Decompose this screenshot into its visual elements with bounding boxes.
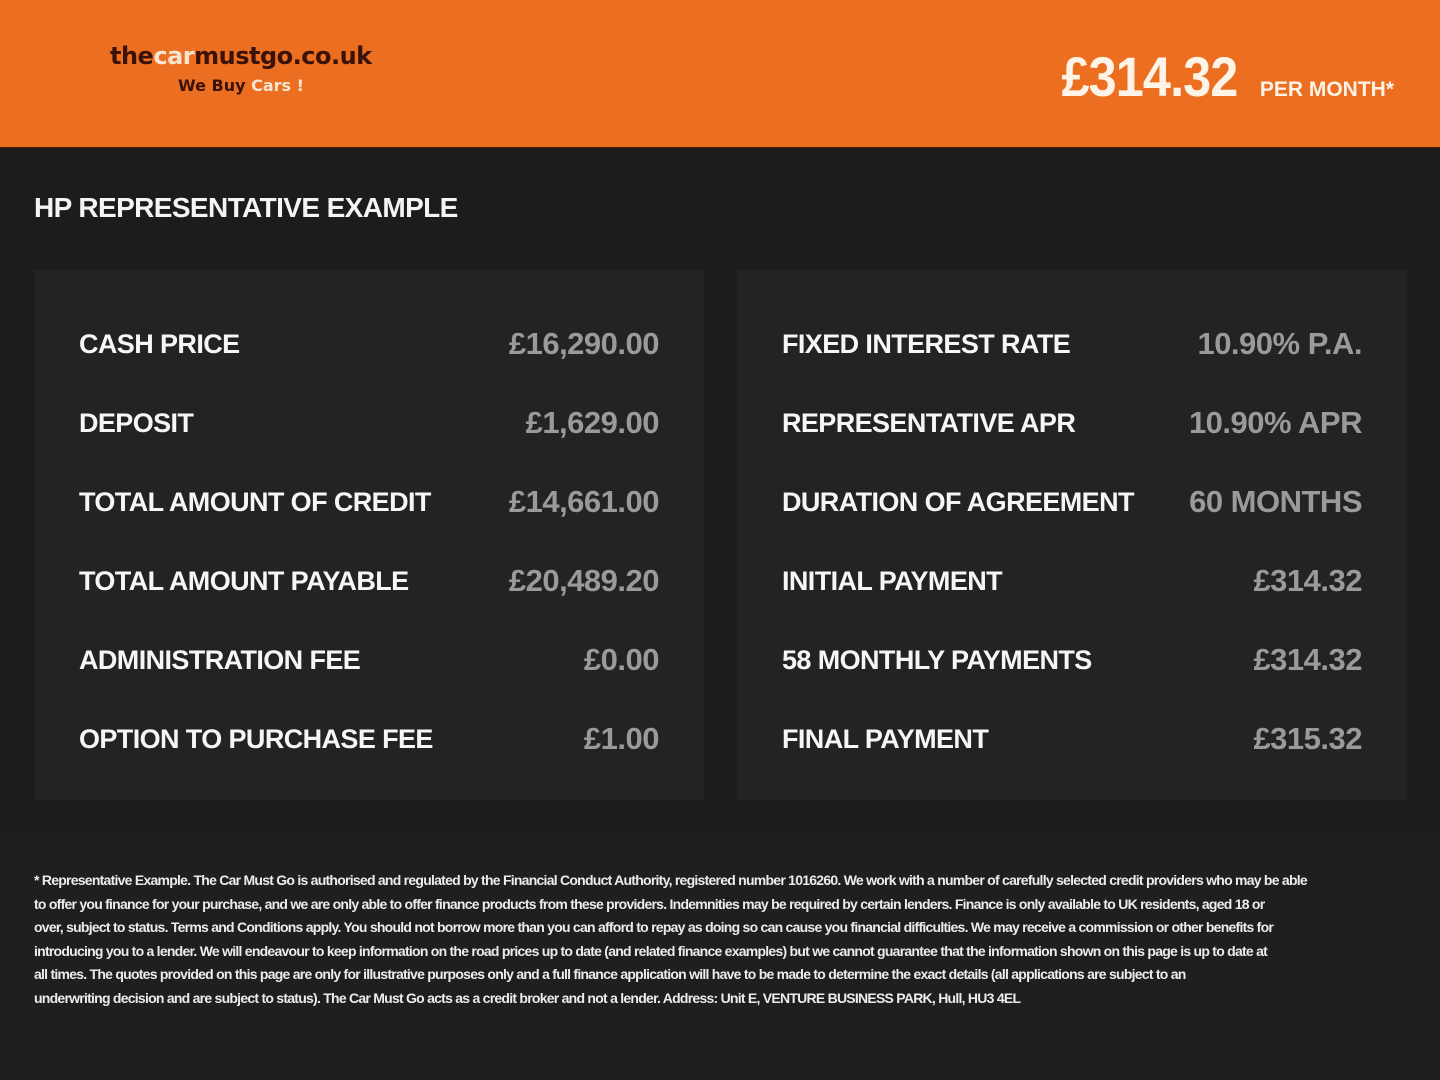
logo-part: car (153, 42, 195, 70)
finance-value: 10.90% P.A. (1197, 326, 1362, 361)
finance-value: £16,290.00 (508, 326, 660, 361)
logo-part: the (110, 42, 154, 70)
finance-panel-right: FIXED INTEREST RATE 10.90% P.A. REPRESENTA… (737, 270, 1407, 800)
page-title: HP REPRESENTATIVE EXAMPLE (34, 192, 458, 223)
disclaimer-line: introducing you to a lender. We will end… (34, 942, 1268, 959)
finance-value: 10.90% APR (1188, 405, 1363, 440)
finance-label: TOTAL AMOUNT PAYABLE (79, 565, 409, 596)
disclaimer-line: * Representative Example. The Car Must G… (34, 872, 1308, 888)
finance-label: 58 MONTHLY PAYMENTS (782, 644, 1092, 675)
finance-value: £0.00 (583, 642, 660, 677)
logo-part: Cars ! (251, 76, 304, 95)
finance-value: £20,489.20 (508, 563, 660, 598)
finance-row: TOTAL AMOUNT OF CREDIT £14,661.00 (79, 482, 660, 522)
logo-part: We Buy (178, 76, 246, 95)
disclaimer-section: * Representative Example. The Car Must G… (0, 832, 1440, 1080)
finance-value: 60 MONTHS (1189, 484, 1362, 519)
finance-value: £1.00 (583, 721, 660, 756)
disclaimer-line: over, subject to status. Terms and Condi… (34, 919, 1274, 936)
finance-value: £315.32 (1253, 721, 1362, 756)
finance-row: CASH PRICE £16,290.00 (79, 324, 660, 364)
finance-label: FIXED INTEREST RATE (782, 328, 1071, 359)
finance-row: 58 MONTHLY PAYMENTS £314.32 (782, 640, 1362, 680)
finance-row: DEPOSIT £1,629.00 (79, 403, 660, 443)
header-bar: thecarmustgo.co.uk We Buy Cars ! £314.32… (0, 0, 1440, 149)
finance-label: CASH PRICE (79, 328, 240, 359)
disclaimer-line: all times. The quotes provided on this p… (34, 966, 1186, 983)
finance-row: OPTION TO PURCHASE FEE £1.00 (79, 719, 660, 759)
finance-label: ADMINISTRATION FEE (79, 644, 361, 675)
finance-label: OPTION TO PURCHASE FEE (79, 723, 433, 754)
finance-row: FIXED INTEREST RATE 10.90% P.A. (782, 324, 1362, 364)
finance-value: £1,629.00 (525, 405, 660, 440)
finance-label: FINAL PAYMENT (782, 723, 989, 754)
per-month-label: PER MONTH* (1259, 78, 1394, 101)
monthly-price: £314.32 PER MONTH* (1042, 44, 1394, 109)
finance-label: INITIAL PAYMENT (782, 565, 1003, 596)
finance-label: DEPOSIT (79, 407, 194, 438)
logo-part: .co.uk (292, 42, 373, 70)
finance-label: DURATION OF AGREEMENT (782, 486, 1134, 517)
finance-panel-left: CASH PRICE £16,290.00 DEPOSIT £1,629.00 TOTA… (34, 270, 704, 800)
finance-label: TOTAL AMOUNT OF CREDIT (79, 486, 431, 517)
finance-row: INITIAL PAYMENT £314.32 (782, 561, 1362, 601)
brand-logo[interactable]: thecarmustgo.co.uk We Buy Cars ! (110, 42, 372, 95)
disclaimer-text: * Representative Example. The Car Must G… (34, 869, 1308, 1011)
logo-wordmark: thecarmustgo.co.uk (110, 42, 372, 70)
finance-row: ADMINISTRATION FEE £0.00 (79, 640, 660, 680)
finance-value: £14,661.00 (508, 484, 660, 519)
finance-row: TOTAL AMOUNT PAYABLE £20,489.20 (79, 561, 660, 601)
disclaimer-line: underwriting decision and are subject to… (34, 989, 1021, 1006)
finance-label: REPRESENTATIVE APR (782, 407, 1076, 438)
finance-value: £314.32 (1253, 642, 1362, 677)
logo-tagline: We Buy Cars ! (178, 76, 372, 95)
monthly-price-value: £314.32 (1061, 45, 1239, 108)
finance-value: £314.32 (1253, 563, 1362, 598)
finance-row: FINAL PAYMENT £315.32 (782, 719, 1362, 759)
finance-row: DURATION OF AGREEMENT 60 MONTHS (782, 482, 1362, 522)
finance-row: REPRESENTATIVE APR 10.90% APR (782, 403, 1363, 443)
disclaimer-line: to offer you finance for your purchase, … (34, 895, 1265, 912)
logo-part: mustgo (194, 42, 293, 70)
